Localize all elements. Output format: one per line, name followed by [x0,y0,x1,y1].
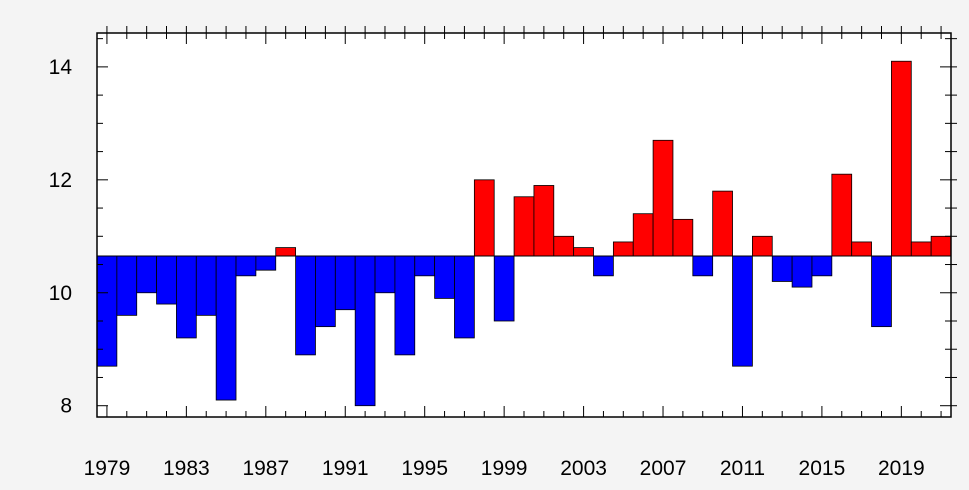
bar-below [354,255,376,407]
bar-below [195,255,217,316]
bar-above [632,213,654,257]
bar-below [791,255,813,288]
x-tick-label: 1983 [163,457,210,480]
bar-above [831,173,853,257]
bar-below [334,255,356,311]
bar-below [434,255,455,299]
bar-above [891,60,912,257]
bar-above [533,185,555,257]
x-tick-label: 1987 [242,457,289,480]
bar-below [156,255,177,305]
bar-below [116,255,138,316]
bar-above [751,235,773,257]
x-tick-label: 1979 [84,457,131,480]
bar-below [692,255,714,277]
bar-below [771,255,793,282]
y-tick-label: 10 [49,282,72,305]
bar-below [136,255,157,294]
bar-below [295,255,316,356]
x-tick-label: 2015 [799,457,846,480]
bar-below [394,255,416,356]
y-tick-label: 12 [49,169,72,192]
bar-below [593,255,614,277]
y-tick-label: 8 [60,395,72,418]
bar-above [712,190,733,257]
x-tick-label: 2019 [878,457,925,480]
x-tick-label: 2011 [720,457,765,480]
bar-below [315,255,336,328]
x-tick-label: 1999 [481,457,528,480]
bar-below [255,255,277,271]
bar-below [871,255,892,328]
bar-below [235,255,257,277]
x-tick-label: 2007 [640,457,687,480]
x-tick-label: 1995 [401,457,448,480]
bar-above [851,241,872,257]
bar-above [553,235,575,257]
bar-below [414,255,436,277]
bar-below [493,255,515,322]
bar-above [473,179,495,257]
bar-below [732,255,753,367]
bar-below [374,255,396,294]
bar-below [454,255,475,339]
bar-below [176,255,197,339]
x-tick-label: 1991 [322,457,369,480]
x-tick-label: 2003 [560,457,607,480]
bar-above [910,241,932,257]
x-axis: 1979 1983 1987 1991 1995 1999 2003 2007 2011 2015… [84,26,942,480]
bar-below [811,255,833,277]
bar-above [513,196,535,257]
bar-above [275,247,297,257]
bar-above [930,235,952,257]
bar-below [215,255,237,401]
bar-above [652,139,674,257]
bar-above [612,241,634,257]
bar-above [672,218,694,257]
y-tick-label: 14 [49,56,73,79]
y-axis: 8 10 12 14 [49,38,957,418]
bar-above [573,247,594,257]
